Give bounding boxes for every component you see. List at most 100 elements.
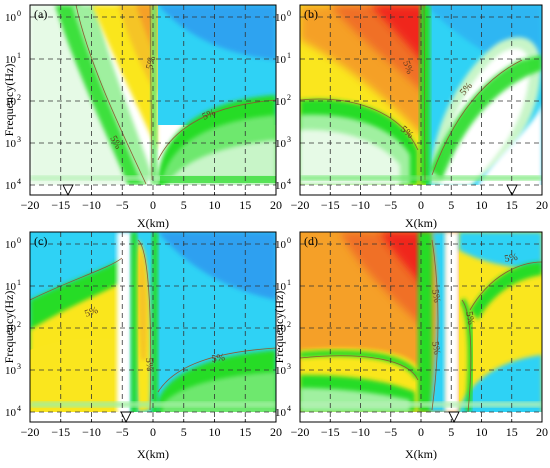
y-tick-label: 10 <box>275 323 287 335</box>
x-tick-labels: −20 −15 −10 −5 0 5 10 15 20 <box>291 419 548 439</box>
x-axis-label: X(km) <box>137 216 169 230</box>
x-tick-label: −15 <box>321 425 340 439</box>
panel-a: (a) 5% 5% 5% −20 −15 −10 −5 0 5 10 15 20 10 010 11… <box>2 4 282 230</box>
y-tick-exponent: 4 <box>17 404 21 413</box>
y-axis-label: Frequency(Hz) <box>2 291 16 364</box>
y-tick-exponent: 1 <box>17 51 21 60</box>
y-tick-exponent: 2 <box>17 93 21 102</box>
x-tick-label: 20 <box>536 198 548 212</box>
x-tick-label: 15 <box>239 198 251 212</box>
grid-lines <box>300 5 542 195</box>
x-tick-label: −15 <box>321 198 340 212</box>
y-tick-label: 10 <box>275 138 287 150</box>
y-tick-exponent: 1 <box>287 51 291 60</box>
x-tick-label: 0 <box>150 425 156 439</box>
x-tick-label: −5 <box>116 198 129 212</box>
y-tick-label: 10 <box>275 96 287 108</box>
x-tick-label: −10 <box>351 425 370 439</box>
x-tick-label: −10 <box>82 425 101 439</box>
x-tick-label: 20 <box>270 425 282 439</box>
contour-label: 5% <box>144 55 158 71</box>
panel-b: (b) 5% 5% 5% −20 −15 −10 −5 0 5 10 15 20 10 010 11… <box>275 4 548 230</box>
station-marker <box>506 184 518 197</box>
panel-label: (b) <box>304 7 318 21</box>
heatmap-field <box>30 5 276 195</box>
x-tick-label: 5 <box>448 425 454 439</box>
x-tick-label: −10 <box>351 198 370 212</box>
x-tick-labels: −20 −15 −10 −5 0 5 10 15 20 <box>291 192 548 212</box>
y-tick-label: 10 <box>5 365 17 377</box>
contour-label: 5% <box>211 352 226 365</box>
y-tick-label: 10 <box>275 239 287 251</box>
x-tick-label: −20 <box>21 425 40 439</box>
x-tick-label: 10 <box>209 198 221 212</box>
panel-label: (c) <box>34 234 47 248</box>
y-tick-exponent: 4 <box>17 177 21 186</box>
x-axis-label: X(km) <box>137 447 169 461</box>
station-marker <box>448 411 460 424</box>
y-tick-exponent: 3 <box>17 135 21 144</box>
x-tick-label: 15 <box>506 425 518 439</box>
y-tick-exponent: 2 <box>287 320 291 329</box>
x-tick-label: 5 <box>181 198 187 212</box>
y-tick-exponent: 2 <box>17 320 21 329</box>
panel-d: (d) 5% 5% 5% 5% −20 −15 −10 −5 0 5 10 15 20 10 01… <box>272 231 548 461</box>
x-tick-label: 10 <box>209 425 221 439</box>
y-tick-label: 10 <box>5 180 17 192</box>
panel-label: (d) <box>304 234 318 248</box>
grid-lines <box>30 232 276 422</box>
x-tick-label: −15 <box>51 198 70 212</box>
contour-label: 5% <box>463 311 476 326</box>
x-tick-label: 5 <box>448 198 454 212</box>
station-marker <box>62 184 74 197</box>
y-tick-exponent: 3 <box>17 362 21 371</box>
x-tick-label: 0 <box>418 425 424 439</box>
x-tick-labels: −20 −15 −10 −5 0 5 10 15 20 <box>21 192 282 212</box>
x-tick-label: 5 <box>181 425 187 439</box>
x-tick-label: 10 <box>476 425 488 439</box>
y-tick-exponent: 4 <box>287 177 291 186</box>
y-tick-label: 10 <box>275 54 287 66</box>
x-tick-label: −5 <box>384 425 397 439</box>
contour-label: 5% <box>429 289 442 304</box>
y-tick-exponent: 3 <box>287 135 291 144</box>
contour-label: 5% <box>504 252 519 265</box>
y-tick-label: 10 <box>5 12 17 24</box>
y-axis-label: Frequency(Hz) <box>272 291 286 364</box>
panel-c: (c) 5% 5% 5% −20 −15 −10 −5 0 5 10 15 20 10 010 11… <box>2 231 282 461</box>
y-tick-exponent: 1 <box>287 278 291 287</box>
y-tick-label: 10 <box>5 96 17 108</box>
x-tick-label: 20 <box>536 425 548 439</box>
y-tick-exponent: 2 <box>287 93 291 102</box>
x-tick-label: −5 <box>384 198 397 212</box>
contour-label: 5% <box>143 357 155 371</box>
y-tick-label: 10 <box>5 239 17 251</box>
y-tick-label: 10 <box>5 54 17 66</box>
x-tick-label: −20 <box>21 198 40 212</box>
contour-label: 5% <box>429 341 442 356</box>
y-tick-label: 10 <box>5 323 17 335</box>
y-tick-exponent: 0 <box>17 236 21 245</box>
y-tick-exponent: 0 <box>287 236 291 245</box>
x-tick-label: 0 <box>418 198 424 212</box>
y-tick-label: 10 <box>5 407 17 419</box>
x-tick-label: −15 <box>51 425 70 439</box>
x-tick-label: −5 <box>116 425 129 439</box>
y-tick-label: 10 <box>275 12 287 24</box>
station-marker <box>120 411 132 424</box>
y-tick-exponent: 3 <box>287 362 291 371</box>
x-tick-label: 0 <box>150 198 156 212</box>
x-tick-label: −10 <box>82 198 101 212</box>
y-tick-exponent: 4 <box>287 404 291 413</box>
grid-lines <box>300 232 542 422</box>
y-tick-label: 10 <box>275 180 287 192</box>
contour-label: 5% <box>83 305 99 320</box>
y-tick-label: 10 <box>275 365 287 377</box>
x-tick-label: 20 <box>270 198 282 212</box>
x-tick-label: 10 <box>476 198 488 212</box>
